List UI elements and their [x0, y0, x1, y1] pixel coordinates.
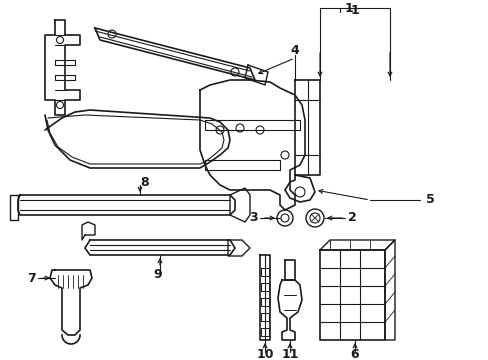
Text: 11: 11 [281, 347, 298, 360]
Text: 3: 3 [248, 211, 257, 225]
Text: 6: 6 [350, 347, 359, 360]
Text: 4: 4 [290, 44, 299, 57]
Text: 7: 7 [27, 271, 36, 284]
Text: 2: 2 [347, 211, 356, 225]
Text: 8: 8 [141, 176, 149, 189]
Text: 10: 10 [256, 347, 273, 360]
Text: 9: 9 [153, 269, 162, 282]
Text: 5: 5 [425, 193, 433, 207]
Text: 1: 1 [345, 1, 353, 14]
Text: 1: 1 [350, 4, 359, 17]
